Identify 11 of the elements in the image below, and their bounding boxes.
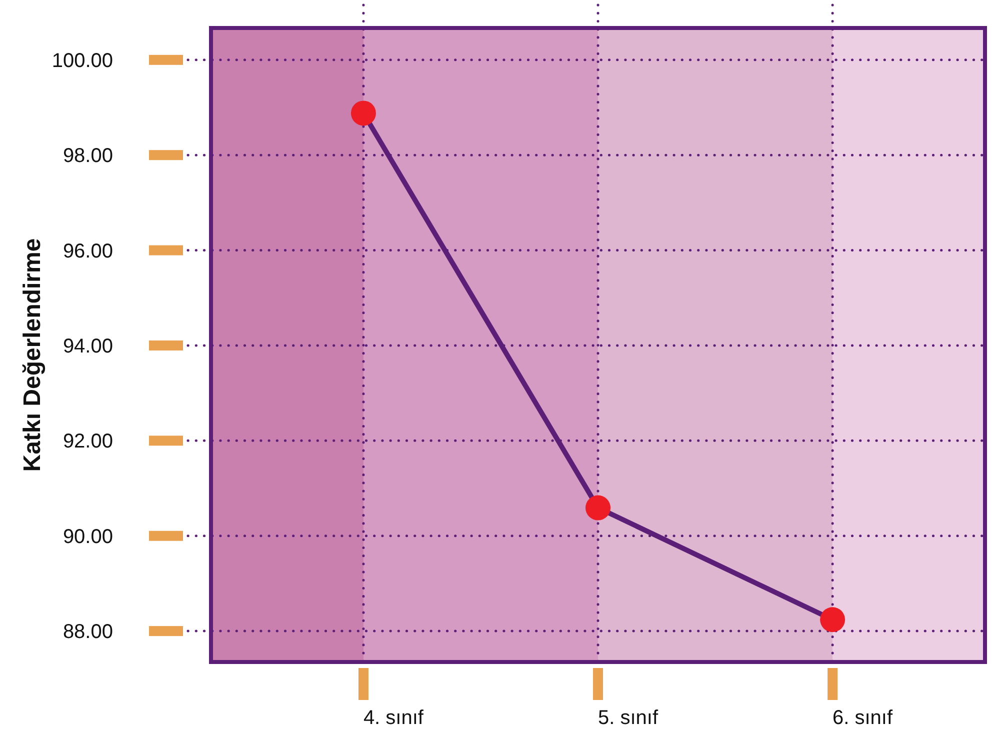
x-tick-label: 5. sınıf [598, 707, 658, 729]
y-tick-label: 96.00 [62, 240, 113, 262]
y-tick-label: 98.00 [62, 145, 113, 168]
x-tick-label: 6. sınıf [832, 707, 894, 729]
y-axis-title: Katkı Değerlendirme [19, 238, 46, 472]
y-tick-label: 92.00 [62, 430, 113, 453]
y-tick-label: 90.00 [62, 526, 113, 548]
x-tick-label: 4. sınıf [363, 707, 424, 729]
y-tick-label: 88.00 [62, 621, 113, 644]
y-tick-label: 94.00 [62, 335, 113, 358]
y-tick-label: 100.00 [52, 50, 113, 72]
